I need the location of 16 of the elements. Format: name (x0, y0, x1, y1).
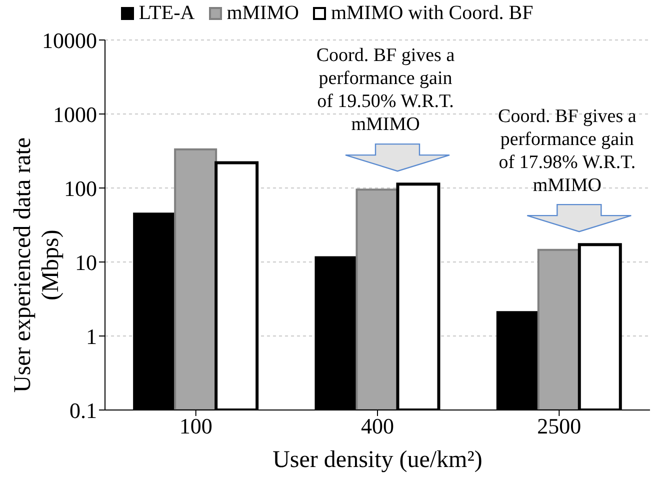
y-tick-label: 1000 (53, 102, 97, 127)
annotation: Coord. BF gives a performance gain of 17.98% W.R.T. mMIMO (497, 104, 638, 197)
legend-label: mMIMO (226, 2, 299, 25)
x-tick-label: 400 (361, 414, 394, 439)
annotation: Coord. BF gives a performance gain of 19.50% W.R.T. mMIMO (315, 44, 456, 136)
y-tick-label: 10000 (42, 28, 97, 53)
y-axis-title: User experienced data rate (Mbps) (10, 137, 64, 393)
x-tick-label: 2500 (537, 414, 582, 439)
y-tick-label: 0.1 (70, 398, 97, 423)
y-tick-label: 10 (75, 250, 97, 275)
x-axis-title: User density (ue/km²) (272, 447, 484, 474)
y-tick-label: 100 (64, 176, 97, 201)
y-tick-label: 1 (86, 324, 97, 349)
legend-label: mMIMO with Coord. BF (330, 2, 534, 25)
legend-label: LTE-A (138, 2, 195, 25)
x-tick-label: 100 (179, 414, 212, 439)
